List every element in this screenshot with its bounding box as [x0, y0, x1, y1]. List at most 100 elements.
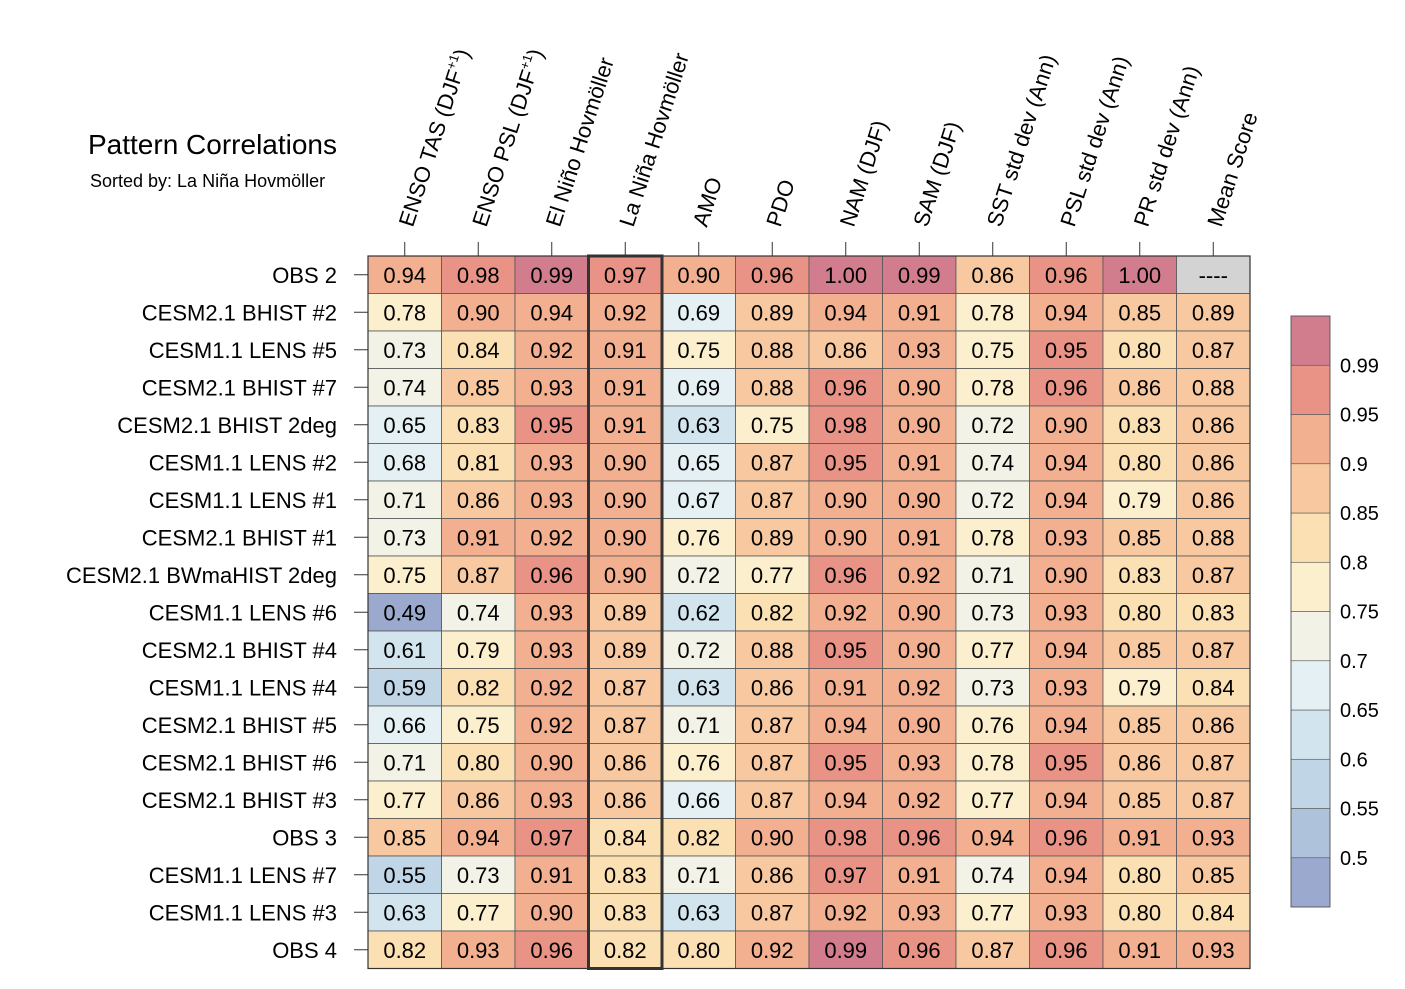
heatmap-cell	[1102, 780, 1177, 819]
heatmap-cell	[1102, 630, 1177, 669]
heatmap-cell	[1176, 443, 1251, 482]
heatmap-cell	[588, 893, 663, 932]
cell-value: 0.72	[677, 563, 720, 588]
heatmap-cell	[367, 630, 442, 669]
heatmap-cell	[1102, 743, 1177, 782]
heatmap-cell	[1102, 818, 1177, 857]
row-label: CESM1.1 LENS #6	[149, 600, 337, 625]
heatmap-cell	[661, 705, 736, 744]
heatmap-cell	[1176, 368, 1251, 407]
cell-value: 0.82	[751, 600, 794, 625]
cell-value: 0.85	[1118, 713, 1161, 738]
heatmap-cell	[441, 255, 516, 294]
cell-value: 0.93	[1045, 900, 1088, 925]
cell-value: 0.77	[383, 788, 426, 813]
row-label: CESM2.1 BHIST #1	[142, 525, 337, 550]
column-label: La Niña Hovmöller	[614, 50, 694, 230]
cell-value: 0.96	[1045, 825, 1088, 850]
heatmap-cell	[1176, 255, 1251, 294]
heatmap-cell	[514, 893, 589, 932]
heatmap-cell	[367, 555, 442, 594]
chart-subtitle: Sorted by: La Niña Hovmöller	[90, 171, 325, 191]
colorbar-label: 0.9	[1340, 454, 1368, 476]
heatmap-cell	[955, 443, 1030, 482]
colorbar-bin	[1290, 808, 1331, 859]
cell-value: 0.75	[457, 713, 500, 738]
cell-value: 0.91	[604, 338, 647, 363]
cell-value: 0.96	[1045, 263, 1088, 288]
cell-value: 0.74	[383, 375, 426, 400]
cell-value: 0.96	[1045, 375, 1088, 400]
cell-value: 0.88	[1192, 525, 1235, 550]
cell-value: 0.86	[824, 338, 867, 363]
cell-value: 0.83	[604, 863, 647, 888]
cell-value: 0.83	[457, 413, 500, 438]
cell-value: 0.96	[824, 375, 867, 400]
cell-value: 0.74	[971, 450, 1014, 475]
column-label: PDO	[761, 176, 800, 229]
heatmap-cell	[735, 255, 810, 294]
cell-value: 0.78	[971, 750, 1014, 775]
column-label: El Niño Hovmöller	[541, 54, 619, 229]
cell-value: 0.86	[751, 675, 794, 700]
cell-value: 0.90	[677, 263, 720, 288]
column-label: SAM (DJF)	[908, 118, 965, 229]
heatmap-cell	[1176, 480, 1251, 519]
row-label: CESM2.1 BHIST #2	[142, 300, 337, 325]
cell-value: 0.99	[898, 263, 941, 288]
cell-value: 0.74	[457, 600, 500, 625]
heatmap-cell	[1029, 893, 1104, 932]
heatmap-cell	[808, 293, 883, 332]
cell-value: 0.85	[1118, 300, 1161, 325]
heatmap-cell	[441, 668, 516, 707]
cell-value: 0.49	[383, 600, 426, 625]
cell-value: 0.63	[677, 900, 720, 925]
cell-value: 0.87	[604, 675, 647, 700]
heatmap-cell	[441, 480, 516, 519]
heatmap-cell	[1102, 668, 1177, 707]
heatmap-cell	[735, 743, 810, 782]
cell-value: 0.90	[751, 825, 794, 850]
cell-value: 0.86	[604, 750, 647, 775]
cell-value: 0.94	[1045, 488, 1088, 513]
heatmap-cell	[588, 443, 663, 482]
heatmap-cell	[808, 893, 883, 932]
cell-value: 0.94	[530, 300, 573, 325]
cell-value: 0.75	[383, 563, 426, 588]
cell-value: 0.82	[604, 938, 647, 963]
cell-value: 0.99	[824, 938, 867, 963]
cell-value: 0.87	[457, 563, 500, 588]
heatmap-cell	[1102, 555, 1177, 594]
cell-value: 0.71	[677, 863, 720, 888]
cell-value: 0.83	[1192, 600, 1235, 625]
heatmap-cell	[367, 705, 442, 744]
cell-value: 0.90	[898, 413, 941, 438]
cell-value: 0.61	[383, 638, 426, 663]
heatmap-cell	[1029, 368, 1104, 407]
heatmap-cell	[1176, 593, 1251, 632]
heatmap-cell	[441, 630, 516, 669]
heatmap-cell	[1029, 443, 1104, 482]
heatmap-cell	[367, 255, 442, 294]
row-label: CESM1.1 LENS #2	[149, 450, 337, 475]
row-label: CESM1.1 LENS #5	[149, 338, 337, 363]
cell-value: 0.91	[1118, 825, 1161, 850]
cell-value: 0.80	[1118, 863, 1161, 888]
cell-value: 0.84	[457, 338, 500, 363]
heatmap-cell	[441, 855, 516, 894]
heatmap-cell	[735, 630, 810, 669]
cell-value: 0.63	[677, 413, 720, 438]
heatmap-cell	[441, 930, 516, 969]
row-label: CESM2.1 BHIST #3	[142, 788, 337, 813]
cell-value: 0.93	[530, 638, 573, 663]
cell-value: 0.94	[1045, 863, 1088, 888]
heatmap-cell	[1029, 930, 1104, 969]
heatmap-cell	[808, 743, 883, 782]
cell-value: 0.77	[971, 638, 1014, 663]
heatmap-cell	[588, 555, 663, 594]
cell-value: 0.90	[604, 488, 647, 513]
heatmap-cell	[367, 368, 442, 407]
heatmap-cell	[1029, 630, 1104, 669]
heatmap-cell	[367, 443, 442, 482]
